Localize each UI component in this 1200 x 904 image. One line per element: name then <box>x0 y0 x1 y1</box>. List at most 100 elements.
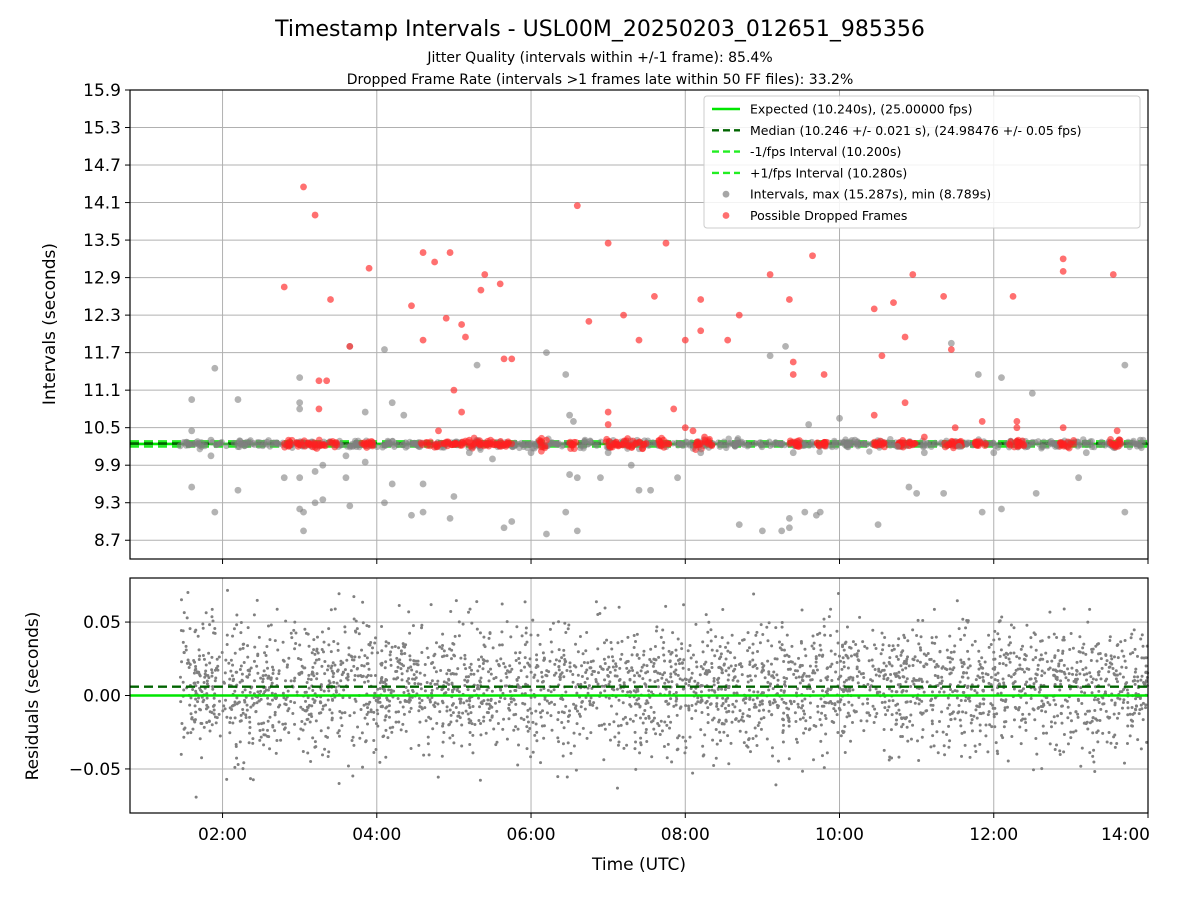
residual-point <box>647 689 651 693</box>
residual-point <box>861 672 865 676</box>
residual-point <box>1144 706 1148 710</box>
residual-point <box>882 661 886 665</box>
residual-point <box>1048 703 1052 707</box>
residual-point <box>463 678 467 682</box>
residual-point <box>1018 663 1022 667</box>
residual-point <box>198 673 202 677</box>
dropped-frame-point <box>431 441 439 449</box>
residual-point <box>353 629 357 633</box>
residual-point <box>195 670 199 674</box>
residual-point <box>576 682 580 686</box>
residual-point <box>1002 653 1006 657</box>
residual-point <box>687 667 691 671</box>
residual-point <box>231 634 235 638</box>
residual-point <box>1036 663 1040 667</box>
residual-point <box>1035 673 1039 677</box>
residual-point <box>368 700 372 704</box>
residual-point <box>906 639 910 643</box>
residual-point <box>505 684 509 688</box>
residual-point <box>309 677 313 681</box>
residual-point <box>827 615 831 619</box>
residual-point <box>212 631 216 635</box>
interval-point <box>188 483 196 491</box>
interval-point <box>851 436 859 444</box>
residual-point <box>1065 699 1069 703</box>
residual-point <box>1052 698 1056 702</box>
residual-point <box>905 657 909 661</box>
residual-point <box>266 702 270 706</box>
residual-point <box>962 670 966 674</box>
interval-point <box>570 418 577 425</box>
residual-point <box>932 607 936 611</box>
residual-point <box>820 711 824 715</box>
residual-point <box>1076 715 1080 719</box>
residual-point <box>711 738 715 742</box>
residual-point <box>517 743 521 747</box>
residual-point <box>963 743 967 747</box>
residual-point <box>463 683 467 687</box>
residual-point <box>517 675 521 679</box>
residual-point <box>701 650 705 654</box>
residual-point <box>1078 635 1082 639</box>
dropped-frame-point <box>606 438 613 445</box>
residual-point <box>727 704 731 708</box>
residual-point <box>649 720 653 724</box>
residual-point <box>1132 711 1136 715</box>
residual-point <box>1058 752 1062 756</box>
residual-point <box>489 667 493 671</box>
residual-point <box>270 698 274 702</box>
residual-point <box>365 712 369 716</box>
interval-point <box>782 342 789 350</box>
residual-point <box>638 751 642 755</box>
residual-point <box>610 655 614 659</box>
residual-point <box>325 735 329 739</box>
residual-point <box>815 668 819 672</box>
residual-point <box>1014 668 1018 672</box>
residual-point <box>1074 673 1078 677</box>
residual-point <box>343 625 347 629</box>
residual-point <box>823 633 827 637</box>
residual-point <box>399 649 403 653</box>
residual-point <box>200 756 204 760</box>
residual-point <box>556 718 560 722</box>
interval-point <box>188 427 196 435</box>
residual-point <box>454 705 458 709</box>
interval-point <box>566 471 573 478</box>
residual-point <box>261 677 265 681</box>
residual-point <box>1004 656 1008 660</box>
residual-point <box>633 702 637 706</box>
residual-point <box>1053 656 1057 660</box>
residual-point <box>179 700 183 704</box>
residual-point <box>997 637 1001 641</box>
residual-point <box>357 655 361 659</box>
residual-point <box>898 683 902 687</box>
residual-point <box>664 700 668 704</box>
residual-point <box>352 664 356 668</box>
residual-point <box>603 689 607 693</box>
residual-point <box>393 645 397 649</box>
residual-point <box>624 661 628 665</box>
interval-point <box>778 527 786 535</box>
residual-point <box>1101 731 1105 735</box>
residual-point <box>380 663 384 667</box>
residual-point <box>330 669 334 673</box>
residual-point <box>220 651 224 655</box>
residual-point <box>189 696 193 700</box>
residual-point <box>302 666 306 670</box>
residual-point <box>948 634 952 638</box>
residual-point <box>719 652 723 656</box>
residual-point <box>919 648 923 652</box>
residual-point <box>1060 658 1064 662</box>
residual-point <box>818 643 822 647</box>
residual-point <box>306 717 310 721</box>
residual-point <box>990 688 994 692</box>
interval-point <box>419 508 427 516</box>
residual-point <box>862 729 866 733</box>
residual-point <box>571 672 575 676</box>
residual-point <box>539 715 543 719</box>
residual-point <box>712 764 716 768</box>
residual-point <box>468 731 472 735</box>
residual-point <box>897 755 901 759</box>
residual-point <box>1140 633 1144 637</box>
residual-point <box>1111 666 1115 670</box>
